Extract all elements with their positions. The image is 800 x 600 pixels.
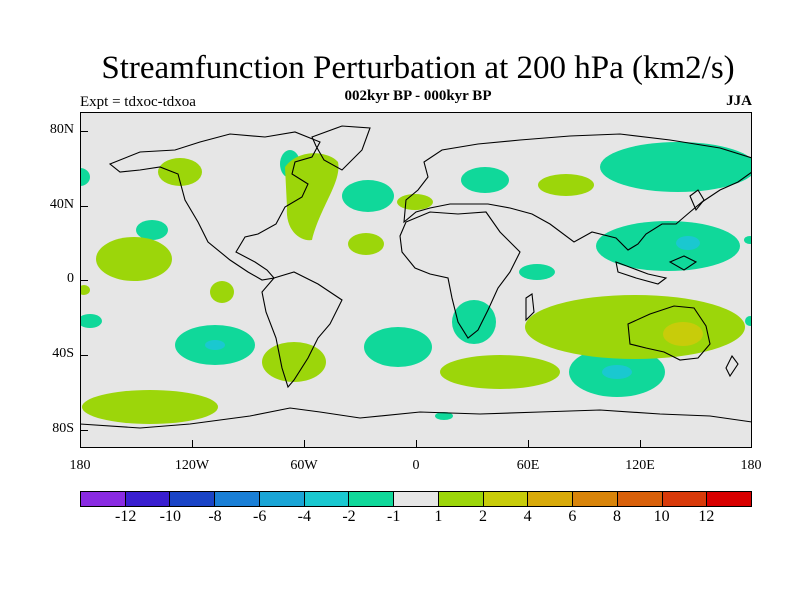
colorbar-label: -12: [114, 508, 137, 525]
y-tick-label: 40N: [49, 197, 74, 212]
y-tick-label: 80N: [49, 122, 74, 137]
y-tick: [80, 280, 88, 281]
pos-anomaly: [96, 237, 172, 281]
neg-core: [602, 365, 632, 379]
neg-anomaly: [600, 142, 752, 192]
colorbar-label: 10: [653, 508, 670, 525]
pos-anomaly: [440, 355, 560, 389]
colorbar-label: 8: [613, 508, 621, 525]
colorbar-swatch: [528, 492, 574, 506]
colorbar-swatch: [259, 492, 305, 506]
colorbar-swatch: [81, 492, 126, 506]
x-tick-label: 60E: [516, 458, 540, 473]
colorbar-label: 6: [568, 508, 577, 525]
x-tick: [192, 440, 193, 448]
neg-core: [205, 340, 225, 350]
neg-anomaly: [80, 168, 90, 186]
pos-anomaly: [348, 233, 384, 255]
experiment-label: Expt = tdxoc-tdxoa: [80, 94, 196, 110]
colorbar-label: -6: [252, 508, 267, 525]
pos-anomaly: [158, 158, 202, 186]
y-tick-label: 40S: [52, 346, 74, 361]
neg-anomaly: [435, 412, 453, 420]
x-tick: [640, 440, 641, 448]
neg-anomaly: [745, 316, 752, 326]
neg-anomaly: [744, 236, 752, 244]
colorbar-swatch: [707, 492, 752, 506]
colorbar-swatch: [170, 492, 216, 506]
colorbar-swatch: [662, 492, 708, 506]
pos-anomaly: [538, 174, 594, 196]
colorbar-label: -2: [342, 508, 356, 525]
colorbar: [80, 491, 752, 507]
x-tick: [416, 440, 417, 448]
neg-anomaly: [461, 167, 509, 193]
x-tick: [304, 440, 305, 448]
neg-anomaly: [136, 220, 168, 240]
x-tick-label: 120E: [625, 458, 655, 473]
colorbar-label: 12: [698, 508, 715, 525]
neg-anomaly: [452, 300, 496, 344]
colorbar-label: -4: [297, 508, 311, 525]
x-tick-label: 60W: [290, 458, 318, 473]
colorbar-swatch: [349, 492, 395, 506]
coastlines: [80, 125, 752, 429]
pos-anomaly: [82, 390, 218, 424]
colorbar-swatch: [438, 492, 484, 506]
pos-anomaly: [285, 153, 339, 241]
pos-anomaly: [262, 342, 326, 382]
neg-anomaly: [519, 264, 555, 280]
y-tick: [80, 355, 88, 356]
map-frame: [80, 112, 752, 448]
map-subtitle: 002kyr BP - 000kyr BP: [344, 88, 492, 104]
season-label: JJA: [726, 93, 752, 109]
colorbar-label: 4: [523, 508, 532, 525]
x-tick-label: 0: [412, 458, 420, 473]
y-tick: [80, 131, 88, 132]
pos-anomaly: [80, 285, 90, 295]
anomaly-fields: [80, 142, 752, 424]
colorbar-swatch: [394, 492, 439, 506]
colorbar-swatch: [617, 492, 663, 506]
colorbar-label: 2: [479, 508, 487, 525]
neg-anomaly: [596, 221, 740, 271]
colorbar-swatch: [304, 492, 350, 506]
x-tick: [80, 440, 81, 448]
map-plot-area: [80, 112, 752, 448]
neg-anomaly: [80, 314, 102, 328]
x-tick-label: 120W: [174, 458, 210, 473]
y-tick-label: 80S: [52, 421, 74, 436]
neg-core: [676, 236, 700, 250]
y-tick: [80, 206, 88, 207]
map-canvas: [80, 125, 752, 429]
pos-anomaly: [210, 281, 234, 303]
x-tick: [751, 440, 752, 448]
colorbar-label: -10: [159, 508, 181, 525]
colorbar-label: -1: [386, 508, 401, 525]
x-tick-label: 180: [69, 458, 91, 473]
colorbar-swatch: [215, 492, 260, 506]
pos-core: [663, 322, 703, 346]
x-tick: [528, 440, 529, 448]
neg-anomaly: [364, 327, 432, 367]
colorbar-swatch: [483, 492, 529, 506]
map-title: Streamfunction Perturbation at 200 hPa (…: [101, 50, 735, 86]
y-tick: [80, 430, 88, 431]
colorbar-label: 1: [434, 508, 443, 525]
colorbar-swatch: [125, 492, 171, 506]
x-tick-label: 180: [740, 458, 762, 473]
colorbar-label: -8: [208, 508, 222, 525]
y-tick-label: 0: [67, 271, 74, 286]
neg-anomaly: [342, 180, 394, 212]
colorbar-swatch: [573, 492, 618, 506]
